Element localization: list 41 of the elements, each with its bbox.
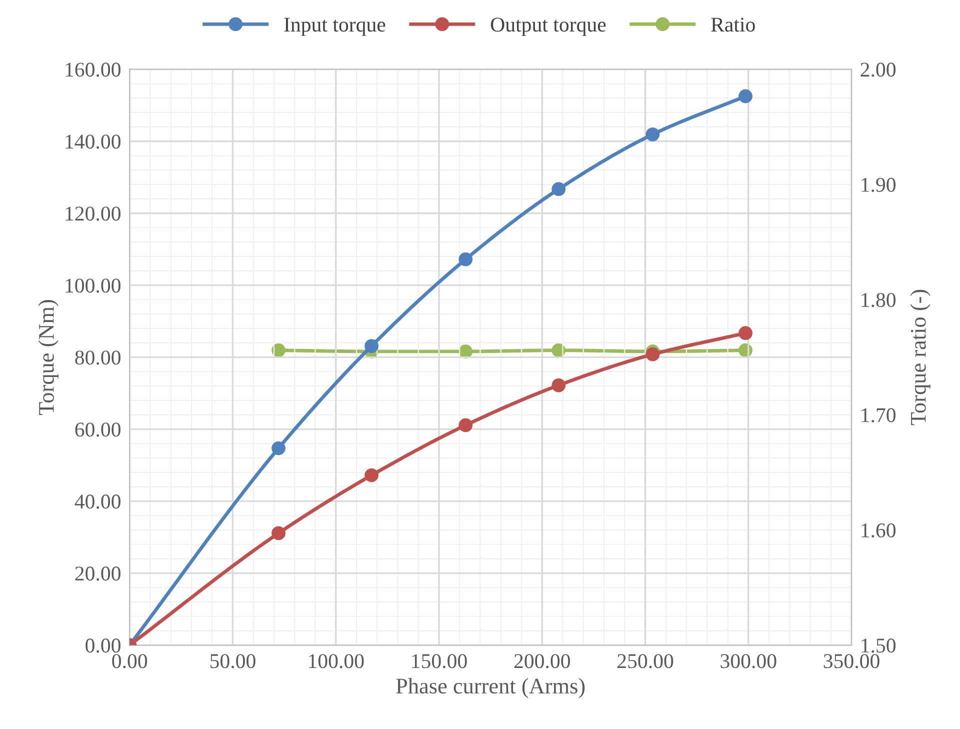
- x-tick-label: 0.00: [112, 654, 148, 668]
- x-axis-title: Phase current (Arms): [396, 678, 585, 698]
- point: [552, 182, 566, 196]
- y-tick-label: 80.00: [75, 350, 120, 365]
- x-tick-label: 350.00: [824, 654, 880, 668]
- y-tick-label: 160.00: [66, 62, 120, 77]
- y-tick-label: 140.00: [66, 134, 120, 149]
- legend-label: Input torque: [284, 18, 386, 36]
- point: [646, 127, 660, 142]
- point: [272, 441, 286, 456]
- y2-tick-label: 1.60: [862, 523, 896, 538]
- point: [364, 339, 378, 353]
- y2-axis-title: Torque ratio (-): [910, 290, 930, 426]
- x-tick-label: 250.00: [618, 654, 674, 668]
- x-tick-label: 100.00: [309, 654, 364, 668]
- y-tick-label: 60.00: [75, 422, 120, 437]
- y-tick-label: 20.00: [75, 566, 120, 581]
- y2-tick-label: 1.80: [862, 292, 896, 308]
- y-tick-label: 100.00: [66, 278, 120, 293]
- x-tick-label: 150.00: [412, 654, 467, 668]
- point: [552, 378, 566, 392]
- legend-label: Ratio: [711, 18, 755, 32]
- point: [738, 89, 752, 104]
- y-tick-label: 0.00: [86, 638, 120, 653]
- x-tick-label: 300.00: [720, 654, 776, 668]
- point: [458, 252, 473, 266]
- legend-label: Output torque: [490, 18, 606, 36]
- y-tick-label: 40.00: [74, 494, 120, 509]
- y2-tick-label: 1.50: [862, 638, 896, 653]
- y-axis-title: Torque (Nm): [38, 300, 58, 415]
- point: [458, 418, 473, 432]
- y2-tick-label: 1.70: [862, 408, 896, 422]
- point: [738, 326, 752, 340]
- point: [646, 347, 660, 362]
- y-tick-label: 120.00: [66, 206, 120, 221]
- x-tick-label: 200.00: [514, 654, 570, 668]
- y2-tick-label: 2.00: [860, 62, 896, 77]
- y2-tick-label: 1.90: [862, 178, 896, 192]
- point: [364, 468, 378, 482]
- point: [272, 526, 286, 540]
- x-tick-label: 50.00: [210, 654, 256, 668]
